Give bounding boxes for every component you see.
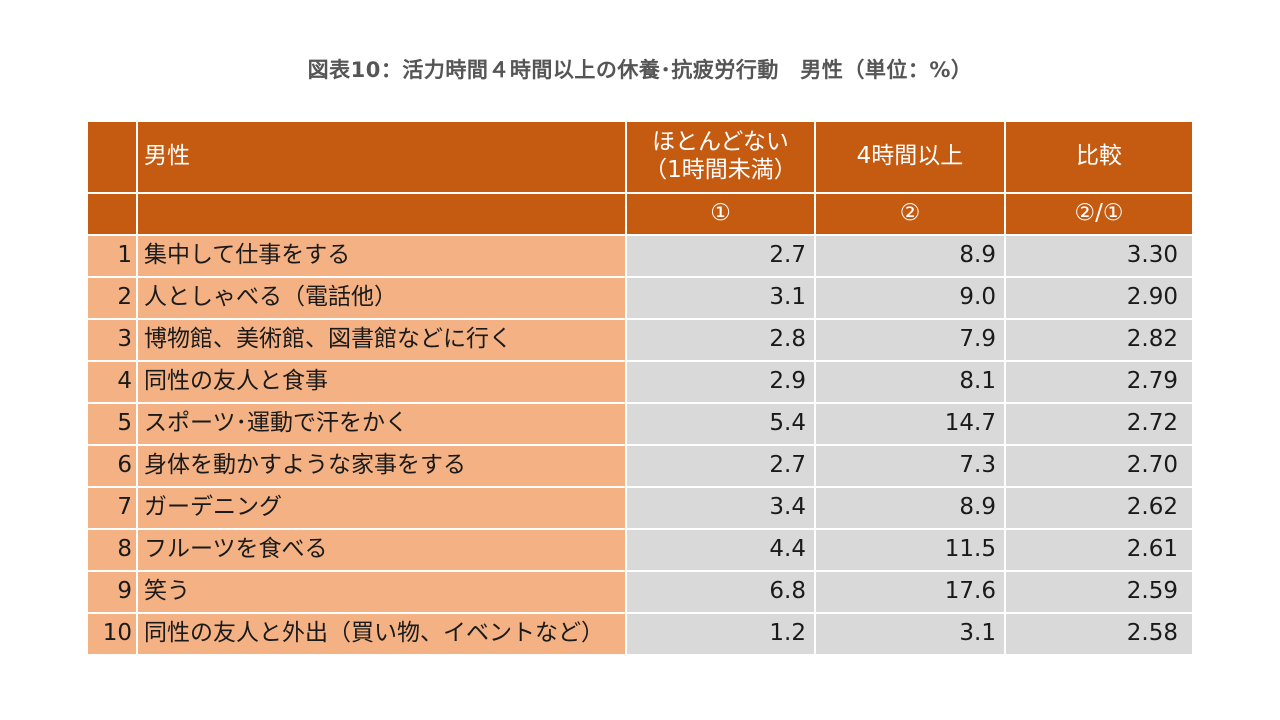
row-ratio: 2.58 xyxy=(1004,612,1194,656)
row-value-4h-plus: 14.7 xyxy=(814,402,1006,446)
row-rank: 5 xyxy=(86,402,138,446)
table-row: 6 身体を動かすような家事をする 2.7 7.3 2.70 xyxy=(86,444,1194,488)
row-value-4h-plus: 8.9 xyxy=(814,234,1006,278)
row-value-4h-plus: 9.0 xyxy=(814,276,1006,320)
row-ratio: 2.59 xyxy=(1004,570,1194,614)
row-value-4h-plus: 3.1 xyxy=(814,612,1006,656)
header-rank-cell xyxy=(86,120,138,194)
table-row: 8 フルーツを食べる 4.4 11.5 2.61 xyxy=(86,528,1194,572)
row-value-under1h: 2.7 xyxy=(625,444,816,488)
header-col1-cell: ほとんどない （1時間未満） xyxy=(625,120,816,194)
header-col3-mark: ②/① xyxy=(1004,192,1194,236)
row-ratio: 2.79 xyxy=(1004,360,1194,404)
row-ratio: 3.30 xyxy=(1004,234,1194,278)
header-col1-line1: ほとんどない xyxy=(652,129,789,156)
header-col1-mark: ① xyxy=(625,192,816,236)
row-value-4h-plus: 7.3 xyxy=(814,444,1006,488)
row-rank: 9 xyxy=(86,570,138,614)
table-row: 7 ガーデニング 3.4 8.9 2.62 xyxy=(86,486,1194,530)
header-mark-rank-cell xyxy=(86,192,138,236)
table-row: 3 博物館、美術館、図書館などに行く 2.8 7.9 2.82 xyxy=(86,318,1194,362)
row-value-4h-plus: 11.5 xyxy=(814,528,1006,572)
table-row: 2 人としゃべる（電話他） 3.1 9.0 2.90 xyxy=(86,276,1194,320)
header-mark-label-cell xyxy=(136,192,627,236)
row-label: 博物館、美術館、図書館などに行く xyxy=(136,318,627,362)
header-mark-row: ① ② ②/① xyxy=(86,192,1194,236)
table-row: 4 同性の友人と食事 2.9 8.1 2.79 xyxy=(86,360,1194,404)
row-ratio: 2.90 xyxy=(1004,276,1194,320)
row-ratio: 2.82 xyxy=(1004,318,1194,362)
row-value-under1h: 2.9 xyxy=(625,360,816,404)
row-label: 集中して仕事をする xyxy=(136,234,627,278)
row-rank: 7 xyxy=(86,486,138,530)
row-value-under1h: 4.4 xyxy=(625,528,816,572)
row-rank: 4 xyxy=(86,360,138,404)
row-rank: 10 xyxy=(86,612,138,656)
row-rank: 1 xyxy=(86,234,138,278)
row-label: 同性の友人と食事 xyxy=(136,360,627,404)
row-value-under1h: 1.2 xyxy=(625,612,816,656)
row-rank: 2 xyxy=(86,276,138,320)
row-label: 身体を動かすような家事をする xyxy=(136,444,627,488)
row-ratio: 2.70 xyxy=(1004,444,1194,488)
table-row: 10 同性の友人と外出（買い物、イベントなど） 1.2 3.1 2.58 xyxy=(86,612,1194,656)
row-value-under1h: 5.4 xyxy=(625,402,816,446)
chart-title: 図表10：活力時間４時間以上の休養･抗疲労行動 男性（単位：%） xyxy=(307,58,973,82)
table-row: 1 集中して仕事をする 2.7 8.9 3.30 xyxy=(86,234,1194,278)
row-rank: 3 xyxy=(86,318,138,362)
row-value-under1h: 6.8 xyxy=(625,570,816,614)
row-label: ガーデニング xyxy=(136,486,627,530)
header-col1-line2: （1時間未満） xyxy=(644,157,797,183)
row-value-4h-plus: 17.6 xyxy=(814,570,1006,614)
row-value-under1h: 2.8 xyxy=(625,318,816,362)
header-col2-cell: 4時間以上 xyxy=(814,120,1006,194)
row-ratio: 2.72 xyxy=(1004,402,1194,446)
row-label: 笑う xyxy=(136,570,627,614)
row-value-4h-plus: 7.9 xyxy=(814,318,1006,362)
row-ratio: 2.61 xyxy=(1004,528,1194,572)
table-row: 9 笑う 6.8 17.6 2.59 xyxy=(86,570,1194,614)
data-table: 男性 ほとんどない （1時間未満） 4時間以上 比較 ① ② ②/① 1 集中して… xyxy=(86,120,1194,656)
row-value-under1h: 3.1 xyxy=(625,276,816,320)
header-col2-mark: ② xyxy=(814,192,1006,236)
row-rank: 8 xyxy=(86,528,138,572)
row-rank: 6 xyxy=(86,444,138,488)
row-value-4h-plus: 8.9 xyxy=(814,486,1006,530)
header-row: 男性 ほとんどない （1時間未満） 4時間以上 比較 xyxy=(86,120,1194,194)
header-label-cell: 男性 xyxy=(136,120,627,194)
row-label: スポーツ･運動で汗をかく xyxy=(136,402,627,446)
row-value-under1h: 2.7 xyxy=(625,234,816,278)
table-row: 5 スポーツ･運動で汗をかく 5.4 14.7 2.72 xyxy=(86,402,1194,446)
row-value-4h-plus: 8.1 xyxy=(814,360,1006,404)
header-col3-cell: 比較 xyxy=(1004,120,1194,194)
row-value-under1h: 3.4 xyxy=(625,486,816,530)
row-label: 人としゃべる（電話他） xyxy=(136,276,627,320)
row-ratio: 2.62 xyxy=(1004,486,1194,530)
row-label: 同性の友人と外出（買い物、イベントなど） xyxy=(136,612,627,656)
row-label: フルーツを食べる xyxy=(136,528,627,572)
